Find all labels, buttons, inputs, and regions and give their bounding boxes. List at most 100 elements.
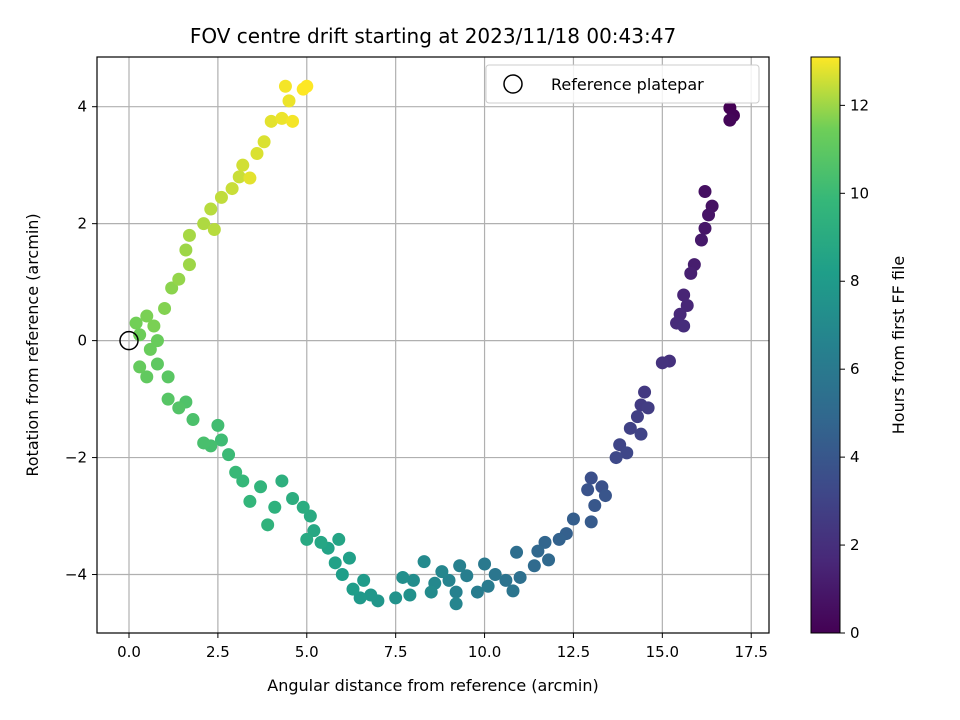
scatter-point [527,559,541,573]
scatter-point [232,170,246,184]
scatter-point [389,591,403,605]
scatter-point [147,319,161,333]
scatter-point [314,535,328,549]
colorbar-tick-label: 10 [850,184,869,202]
chart-title: FOV centre drift starting at 2023/11/18 … [190,24,676,48]
scatter-point [300,79,314,93]
scatter-point [172,401,186,415]
scatter-point [332,532,346,546]
scatter-point [634,427,648,441]
y-tick-label: 0 [77,332,87,350]
scatter-point [403,588,417,602]
scatter-point [442,573,456,587]
scatter-point [630,410,644,424]
scatter-point [133,328,147,342]
colorbar-tick-label: 0 [850,624,860,642]
scatter-point [133,360,147,374]
scatter-point [207,223,221,237]
scatter-point [506,584,520,598]
scatter-point [165,281,179,295]
x-tick-label: 0.0 [117,643,141,661]
scatter-point [588,499,602,513]
scatter-point [286,492,300,506]
scatter-point [225,182,239,196]
colorbar-label: Hours from first FF file [889,256,908,435]
y-tick-label: 4 [77,98,87,116]
scatter-point [702,208,716,222]
scatter-point [346,582,360,596]
scatter-point [275,474,289,488]
scatter-point [584,515,598,529]
scatter-point [435,565,449,579]
scatter-point [140,309,154,323]
colorbar [810,56,841,634]
scatter-point [268,500,282,514]
legend: Reference platepar [485,64,760,104]
scatter-point [229,465,243,479]
scatter-point [264,114,278,128]
scatter-point [197,217,211,231]
scatter-point [684,266,698,280]
scatter-point [214,190,228,204]
scatter-point [275,111,289,125]
scatter-point [182,258,196,272]
scatter-point [307,524,321,538]
scatter-point [481,579,495,593]
scatter-point [470,585,484,599]
scatter-point [353,591,367,605]
scatter-point [179,243,193,257]
scatter-point [396,570,410,584]
y-tick-label: 2 [77,215,87,233]
scatter-point [478,557,492,571]
legend-entry-label: Reference platepar [551,75,704,94]
scatter-point [542,553,556,567]
scatter-point [424,585,438,599]
scatter-point [449,597,463,611]
scatter-point [406,573,420,587]
scatter-point [698,221,712,235]
scatter-point [581,483,595,497]
colorbar-tick-label: 4 [850,448,860,466]
scatter-point [655,356,669,370]
scatter-point [677,288,691,302]
scatter-point [158,301,172,315]
scatter-point [499,573,513,587]
x-tick-label: 17.5 [735,643,768,661]
y-axis-label: Rotation from reference (arcmin) [23,213,42,476]
scatter-point [638,385,652,399]
y-tick-label: −4 [65,566,87,584]
scatter-point [623,421,637,435]
scatter-point [453,559,467,573]
colorbar-tick-label: 8 [850,272,860,290]
scatter-points [129,79,740,611]
x-tick-label: 7.5 [384,643,408,661]
scatter-point [531,544,545,558]
scatter-point [584,471,598,485]
scatter-point [609,451,623,465]
scatter-point [335,568,349,582]
scatter-point [552,532,566,546]
legend-box [485,64,760,104]
scatter-point [460,569,474,583]
scatter-point [250,146,264,160]
scatter-point [186,413,200,427]
scatter-point [150,357,164,371]
scatter-point [172,272,186,286]
scatter-point [140,370,154,384]
scatter-point [282,94,296,108]
scatter-point [254,480,268,494]
scatter-point [243,494,257,508]
scatter-point [161,392,175,406]
scatter-point [513,570,527,584]
scatter-point [698,184,712,198]
y-tick-label: −2 [65,449,87,467]
scatter-point [303,509,317,523]
x-tick-label: 15.0 [646,643,679,661]
scatter-point [342,551,356,565]
x-tick-label: 10.0 [468,643,501,661]
grid [97,57,769,633]
scatter-point [357,573,371,587]
scatter-point [364,588,378,602]
colorbar-tick-label: 2 [850,536,860,554]
